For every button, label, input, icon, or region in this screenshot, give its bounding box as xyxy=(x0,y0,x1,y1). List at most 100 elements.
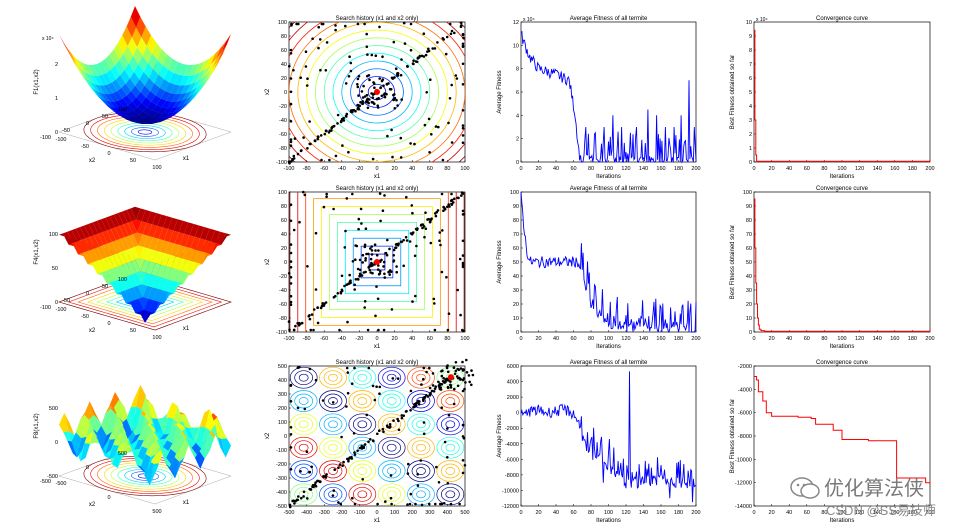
search-point xyxy=(363,22,366,26)
search-point xyxy=(289,282,293,285)
contour-xtick-label: -60 xyxy=(320,336,328,342)
surface-facet xyxy=(124,288,135,302)
conv-ytick-label: 4 xyxy=(749,104,752,110)
surface-facet xyxy=(190,72,201,85)
avg-ytick-label: 90 xyxy=(513,204,519,210)
search-point xyxy=(412,59,415,62)
surface-facet xyxy=(141,26,151,46)
floor-contour xyxy=(83,455,207,497)
search-point xyxy=(462,436,466,440)
search-point xyxy=(289,433,293,436)
surface-facet xyxy=(195,450,205,469)
surface-facet xyxy=(151,121,161,124)
search-point xyxy=(377,96,380,100)
search-point xyxy=(382,328,386,332)
watermark-title: 优化算法侠 xyxy=(824,476,924,500)
search-point xyxy=(461,126,465,130)
surface-facet xyxy=(192,82,203,95)
avg-xtick-label: 160 xyxy=(656,510,665,516)
surface-facet xyxy=(100,257,110,271)
surface-facet xyxy=(59,412,69,432)
surface-facet xyxy=(201,64,211,79)
avg-xtick-label: 200 xyxy=(691,166,700,172)
surface-facet xyxy=(174,232,185,245)
search-point xyxy=(381,209,385,212)
contour-ytick-label: 400 xyxy=(278,378,287,384)
contour-level xyxy=(319,366,347,389)
search-point xyxy=(306,497,309,500)
contour-xtick-label: 60 xyxy=(427,166,433,172)
search-point xyxy=(332,489,336,492)
surface-z-tick: 0 xyxy=(55,300,58,306)
watermark-sub: CSDN @SS易技师 xyxy=(826,503,936,518)
contour-level xyxy=(411,393,431,409)
search-point xyxy=(450,29,454,33)
search-point xyxy=(369,247,372,250)
search-point xyxy=(443,207,447,211)
search-point xyxy=(337,501,340,504)
search-point xyxy=(461,239,465,243)
surface-facet xyxy=(181,246,191,260)
avg-ytick-label: -6000 xyxy=(505,457,519,463)
search-point xyxy=(400,240,404,244)
search-point xyxy=(342,460,345,464)
surface-facet xyxy=(134,114,144,120)
surface-facet xyxy=(180,102,190,111)
search-point xyxy=(458,502,461,506)
surface-facet xyxy=(169,230,179,244)
search-point xyxy=(416,57,420,60)
search-point xyxy=(303,193,307,197)
search-point xyxy=(384,500,387,503)
surface-facet xyxy=(158,65,169,80)
surface-facet xyxy=(168,402,178,419)
contour-ytick-label: -40 xyxy=(279,118,287,124)
search-point xyxy=(375,285,378,288)
search-point xyxy=(411,62,415,65)
search-point xyxy=(366,53,369,56)
contour-ytick-label: -80 xyxy=(279,146,287,152)
contour-level xyxy=(350,68,404,116)
surface-x2-tick: 100 xyxy=(118,107,127,113)
surface-facet xyxy=(161,266,172,279)
search-point xyxy=(439,502,442,506)
avg-xtick-label: 140 xyxy=(639,510,648,516)
search-point xyxy=(333,468,337,472)
conv-xtick-label: 60 xyxy=(804,510,810,516)
surface-facet xyxy=(101,58,111,73)
contour-level xyxy=(440,440,460,456)
conv-ytick-label: 9 xyxy=(749,34,752,40)
surface-facet xyxy=(133,47,143,65)
search-point xyxy=(462,212,466,216)
search-point xyxy=(356,449,359,453)
surface-facet xyxy=(139,309,150,323)
conv-ytick-label: 10 xyxy=(746,20,752,26)
surface-facet xyxy=(128,234,139,247)
contour-ytick-label: 40 xyxy=(281,232,287,238)
conv-xtick-label: 20 xyxy=(769,166,775,172)
surface-facet xyxy=(115,108,125,114)
avg-xtick-label: 120 xyxy=(621,336,630,342)
surface-facet xyxy=(124,235,135,249)
surface-facet xyxy=(126,91,137,102)
search-point xyxy=(289,102,293,106)
search-point xyxy=(467,374,471,377)
surface-x1-tick: -50 xyxy=(81,144,89,150)
surface-facet xyxy=(133,107,143,115)
surface-facet xyxy=(118,211,128,225)
surface-facet xyxy=(139,247,149,260)
search-point xyxy=(450,203,454,206)
search-point xyxy=(468,380,472,384)
surface-facet xyxy=(135,413,145,436)
contour-ytick-label: -100 xyxy=(276,330,287,336)
contour-level xyxy=(298,467,309,475)
surface-facet xyxy=(84,223,94,237)
surface-facet xyxy=(191,442,202,455)
contour-xtick-label: -20 xyxy=(355,166,363,172)
search-point xyxy=(289,138,293,141)
contour-level xyxy=(294,440,314,456)
search-point xyxy=(287,320,291,323)
surface-facet xyxy=(211,243,222,255)
surface-facet xyxy=(119,107,129,114)
search-point xyxy=(404,235,408,239)
surface-z-tick: 100 xyxy=(49,232,58,238)
